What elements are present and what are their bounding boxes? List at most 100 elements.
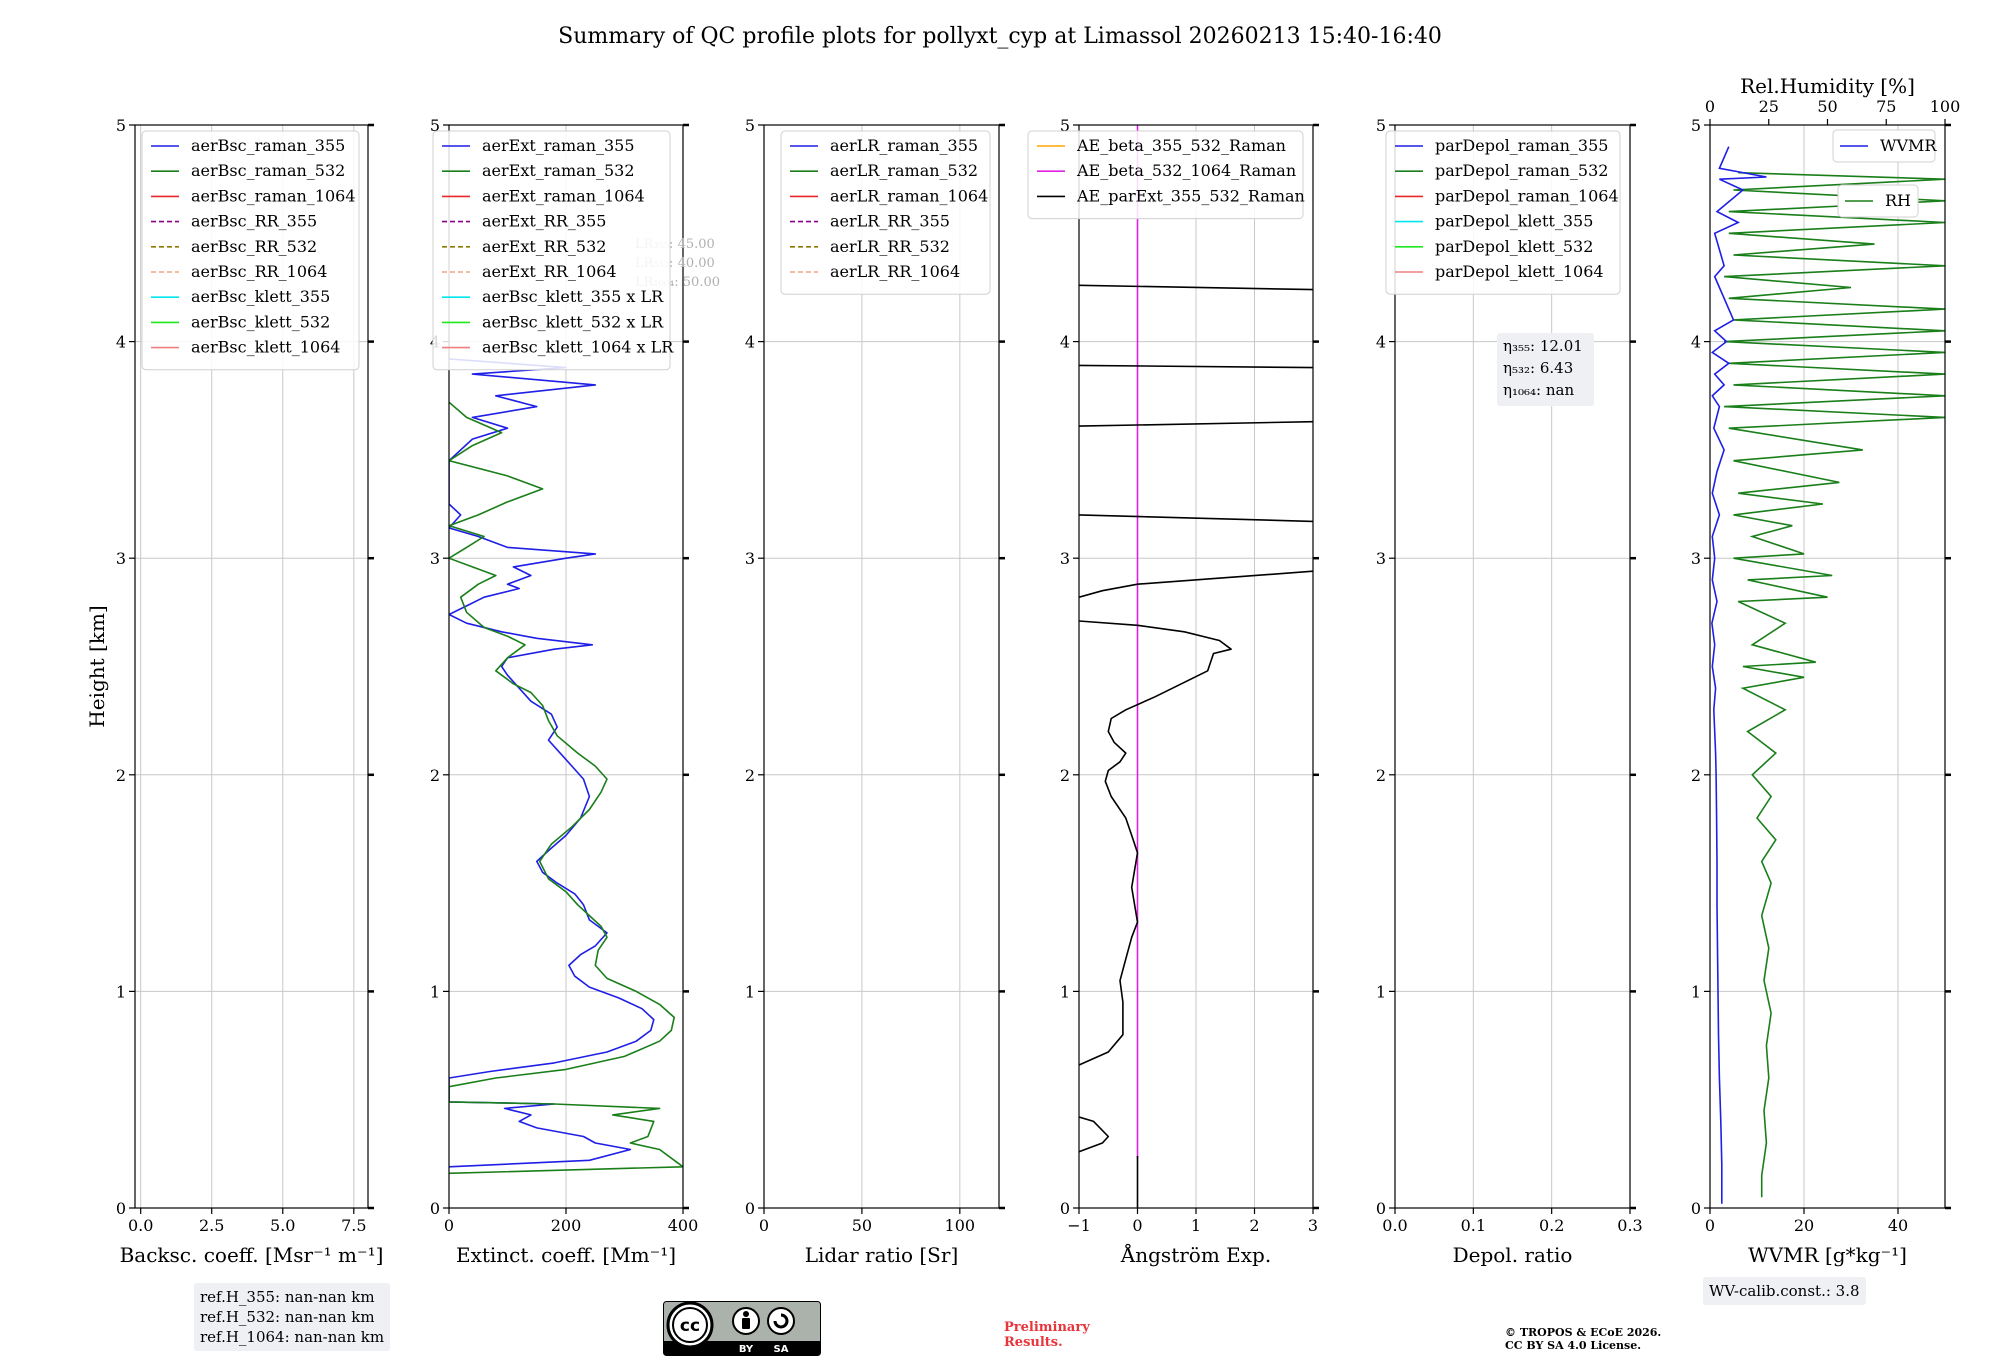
reference-height-box: ref.H_355: nan-nan km ref.H_532: nan-nan… <box>194 1283 391 1351</box>
top-x-tick-label: 0 <box>1705 97 1715 116</box>
legend-box <box>1832 129 1936 163</box>
series-aerExt_raman_355 <box>449 358 655 1168</box>
series-AE_parExt_355_532_Raman <box>1079 1116 1110 1153</box>
legend-box <box>1837 184 1919 218</box>
legend: AE_beta_355_532_Raman AE_beta_532_1064_Ra… <box>1027 130 1305 220</box>
legend-label: aerBsc_RR_1064 <box>191 262 327 281</box>
panel-bsc: 0.0 2.5 5.0 7.5 0 1 2 3 4 5 Backsc. coeff. [Msr⁻¹ … <box>85 116 383 1267</box>
legend-label: AE_beta_532_1064_Raman <box>1076 161 1296 180</box>
legend-label: aerLR_raman_355 <box>830 136 978 155</box>
ref-height-532: ref.H_532: nan-nan km <box>200 1308 375 1326</box>
y-tick-label: 2 <box>1060 766 1070 785</box>
x-tick-label: 3 <box>1308 1216 1318 1235</box>
legend-label: aerLR_RR_1064 <box>830 262 960 281</box>
share-alike-icon <box>767 1307 795 1335</box>
legend-label: aerBsc_klett_532 x LR <box>482 312 664 331</box>
legend-label: parDepol_raman_1064 <box>1435 186 1619 205</box>
y-tick-label: 3 <box>1376 549 1386 568</box>
top-x-tick-label: 75 <box>1876 97 1896 116</box>
y-axis-label: Height [km] <box>85 605 109 727</box>
x-tick-label: 2.5 <box>199 1216 224 1235</box>
series-AE_parExt_355_532_Raman_e <box>1079 420 1313 427</box>
y-tick-label: 2 <box>1691 766 1701 785</box>
x-tick-label: 5.0 <box>270 1216 295 1235</box>
y-tick-label: 4 <box>1691 333 1701 352</box>
legend-rh: RH <box>1837 184 1919 218</box>
eta-box: η₃₅₅: 12.01 η₅₃₂: 6.43 η₁₀₆₄: nan <box>1497 333 1594 406</box>
panel-lr: 0 50 100 0 1 2 3 4 5 Lidar ratio [Sr] aerLR_raman_… <box>745 116 1005 1267</box>
legend-label: aerExt_raman_532 <box>482 161 635 180</box>
y-tick-label: 1 <box>1060 982 1070 1001</box>
x-tick-label: 50 <box>852 1216 872 1235</box>
legend-label: WVMR <box>1880 136 1937 155</box>
series-group <box>1079 125 1313 1208</box>
legend-label: aerBsc_klett_532 <box>191 312 330 331</box>
legend-label: aerLR_raman_1064 <box>830 186 988 205</box>
license-by-label: BY <box>739 1344 754 1355</box>
legend-label: aerExt_RR_1064 <box>482 262 617 281</box>
legend-box <box>1385 130 1621 295</box>
y-tick-label: 1 <box>430 982 440 1001</box>
y-tick-label: 0 <box>1060 1199 1070 1218</box>
x-tick-label: 0.1 <box>1461 1216 1486 1235</box>
top-x-tick-label: 100 <box>1930 97 1961 116</box>
top-x-tick-label: 50 <box>1817 97 1837 116</box>
y-tick-label: 2 <box>745 766 755 785</box>
axes-frame <box>763 124 1000 1209</box>
y-tick-label: 1 <box>116 982 126 1001</box>
x-axis-label: Depol. ratio <box>1453 1243 1573 1267</box>
eta-line: η₅₃₂: 6.43 <box>1503 359 1573 377</box>
y-tick-label: 5 <box>430 116 440 135</box>
x-tick-label: 20 <box>1794 1216 1814 1235</box>
legend-label: aerBsc_klett_355 x LR <box>482 287 664 306</box>
series-wvmr <box>1710 146 1767 1204</box>
panel-ext: 0200400012345Extinct. coeff. [Mm⁻¹]LR₃₅₅… <box>430 116 720 1267</box>
legend-label: aerBsc_raman_355 <box>191 136 345 155</box>
x-tick-label: 0.0 <box>1382 1216 1407 1235</box>
ref-height-355: ref.H_355: nan-nan km <box>200 1288 375 1306</box>
eta-box-bg <box>1497 333 1594 406</box>
legend-label: aerExt_raman_355 <box>482 136 635 155</box>
y-tick-label: 5 <box>1060 116 1070 135</box>
x-axis-label: Extinct. coeff. [Mm⁻¹] <box>456 1243 676 1267</box>
x-tick-label: 0.0 <box>128 1216 153 1235</box>
axes-frame <box>134 124 369 1209</box>
license-sa-label: SA <box>774 1344 789 1355</box>
panel-wv: 0 20 40 0 1 2 3 4 5 WVMR [g*kg⁻¹] 0 25 50 75 100 Rel.Hu… <box>1691 74 1960 1267</box>
legend-label: parDepol_klett_355 <box>1435 212 1593 231</box>
y-tick-label: 3 <box>745 549 755 568</box>
y-tick-label: 5 <box>1691 116 1701 135</box>
x-tick-label: 40 <box>1888 1216 1908 1235</box>
legend-label: aerExt_RR_355 <box>482 212 606 231</box>
legend: parDepol_raman_355 parDepol_raman_532 parD… <box>1385 130 1621 295</box>
cc-logo-text: cc <box>680 1316 700 1336</box>
x-tick-label: 400 <box>668 1216 699 1235</box>
preliminary-line-2: Results. <box>1004 1335 1063 1350</box>
series-AE_parExt_355_532_Raman_c <box>1079 570 1313 598</box>
legend-label: aerBsc_klett_1064 <box>191 338 340 357</box>
y-tick-label: 5 <box>1376 116 1386 135</box>
y-tick-label: 3 <box>116 549 126 568</box>
x-tick-label: 1 <box>1191 1216 1201 1235</box>
x-tick-label: 0 <box>1705 1216 1715 1235</box>
copyright-note: © TROPOS & ECoE 2026. CC BY SA 4.0 Licen… <box>1505 1326 1661 1352</box>
y-tick-label: 3 <box>430 549 440 568</box>
legend-box <box>141 130 360 371</box>
legend-label: aerBsc_klett_1064 x LR <box>482 338 674 357</box>
legend-label: RH <box>1885 191 1911 210</box>
y-tick-label: 0 <box>1691 1199 1701 1218</box>
top-axis-label: Rel.Humidity [%] <box>1740 74 1915 98</box>
x-tick-label: 0.2 <box>1539 1216 1564 1235</box>
y-tick-label: 1 <box>1376 982 1386 1001</box>
legend: aerBsc_raman_355 aerBsc_raman_532 aerBsc_r… <box>141 130 360 371</box>
y-tick-label: 4 <box>1376 333 1386 352</box>
copyright-line-2: CC BY SA 4.0 License. <box>1505 1339 1642 1352</box>
eta-line: η₃₅₅: 12.01 <box>1503 337 1583 355</box>
series-aerExt_raman_532 <box>449 401 683 1175</box>
y-tick-label: 0 <box>116 1199 126 1218</box>
y-tick-label: 0 <box>430 1199 440 1218</box>
x-tick-label: 2 <box>1249 1216 1259 1235</box>
legend-label: parDepol_raman_355 <box>1435 136 1608 155</box>
legend-label: aerLR_RR_532 <box>830 237 950 256</box>
